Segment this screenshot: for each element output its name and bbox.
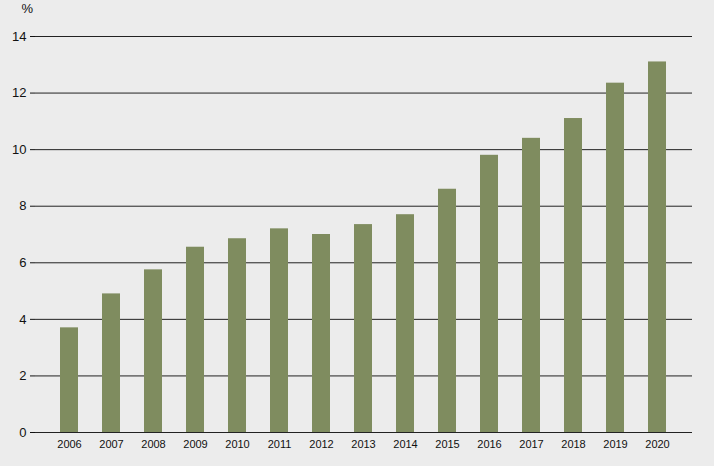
svg-text:2014: 2014 bbox=[393, 438, 417, 450]
svg-text:%: % bbox=[22, 1, 34, 16]
svg-text:2010: 2010 bbox=[225, 438, 249, 450]
svg-text:2: 2 bbox=[19, 368, 26, 383]
svg-text:2007: 2007 bbox=[99, 438, 123, 450]
svg-text:2017: 2017 bbox=[519, 438, 543, 450]
svg-text:12: 12 bbox=[12, 85, 26, 100]
svg-text:2011: 2011 bbox=[268, 438, 292, 450]
svg-text:10: 10 bbox=[12, 142, 26, 157]
svg-text:4: 4 bbox=[19, 312, 26, 327]
svg-text:0: 0 bbox=[19, 425, 26, 440]
svg-text:2008: 2008 bbox=[141, 438, 165, 450]
svg-text:2019: 2019 bbox=[603, 438, 627, 450]
svg-text:2016: 2016 bbox=[477, 438, 501, 450]
svg-text:2018: 2018 bbox=[561, 438, 585, 450]
svg-text:2012: 2012 bbox=[309, 438, 333, 450]
svg-text:2020: 2020 bbox=[645, 438, 669, 450]
svg-text:2015: 2015 bbox=[435, 438, 459, 450]
svg-text:8: 8 bbox=[19, 198, 26, 213]
svg-text:2013: 2013 bbox=[351, 438, 375, 450]
svg-text:2006: 2006 bbox=[57, 438, 81, 450]
svg-text:6: 6 bbox=[19, 255, 26, 270]
svg-text:14: 14 bbox=[12, 29, 26, 44]
svg-text:2009: 2009 bbox=[183, 438, 207, 450]
